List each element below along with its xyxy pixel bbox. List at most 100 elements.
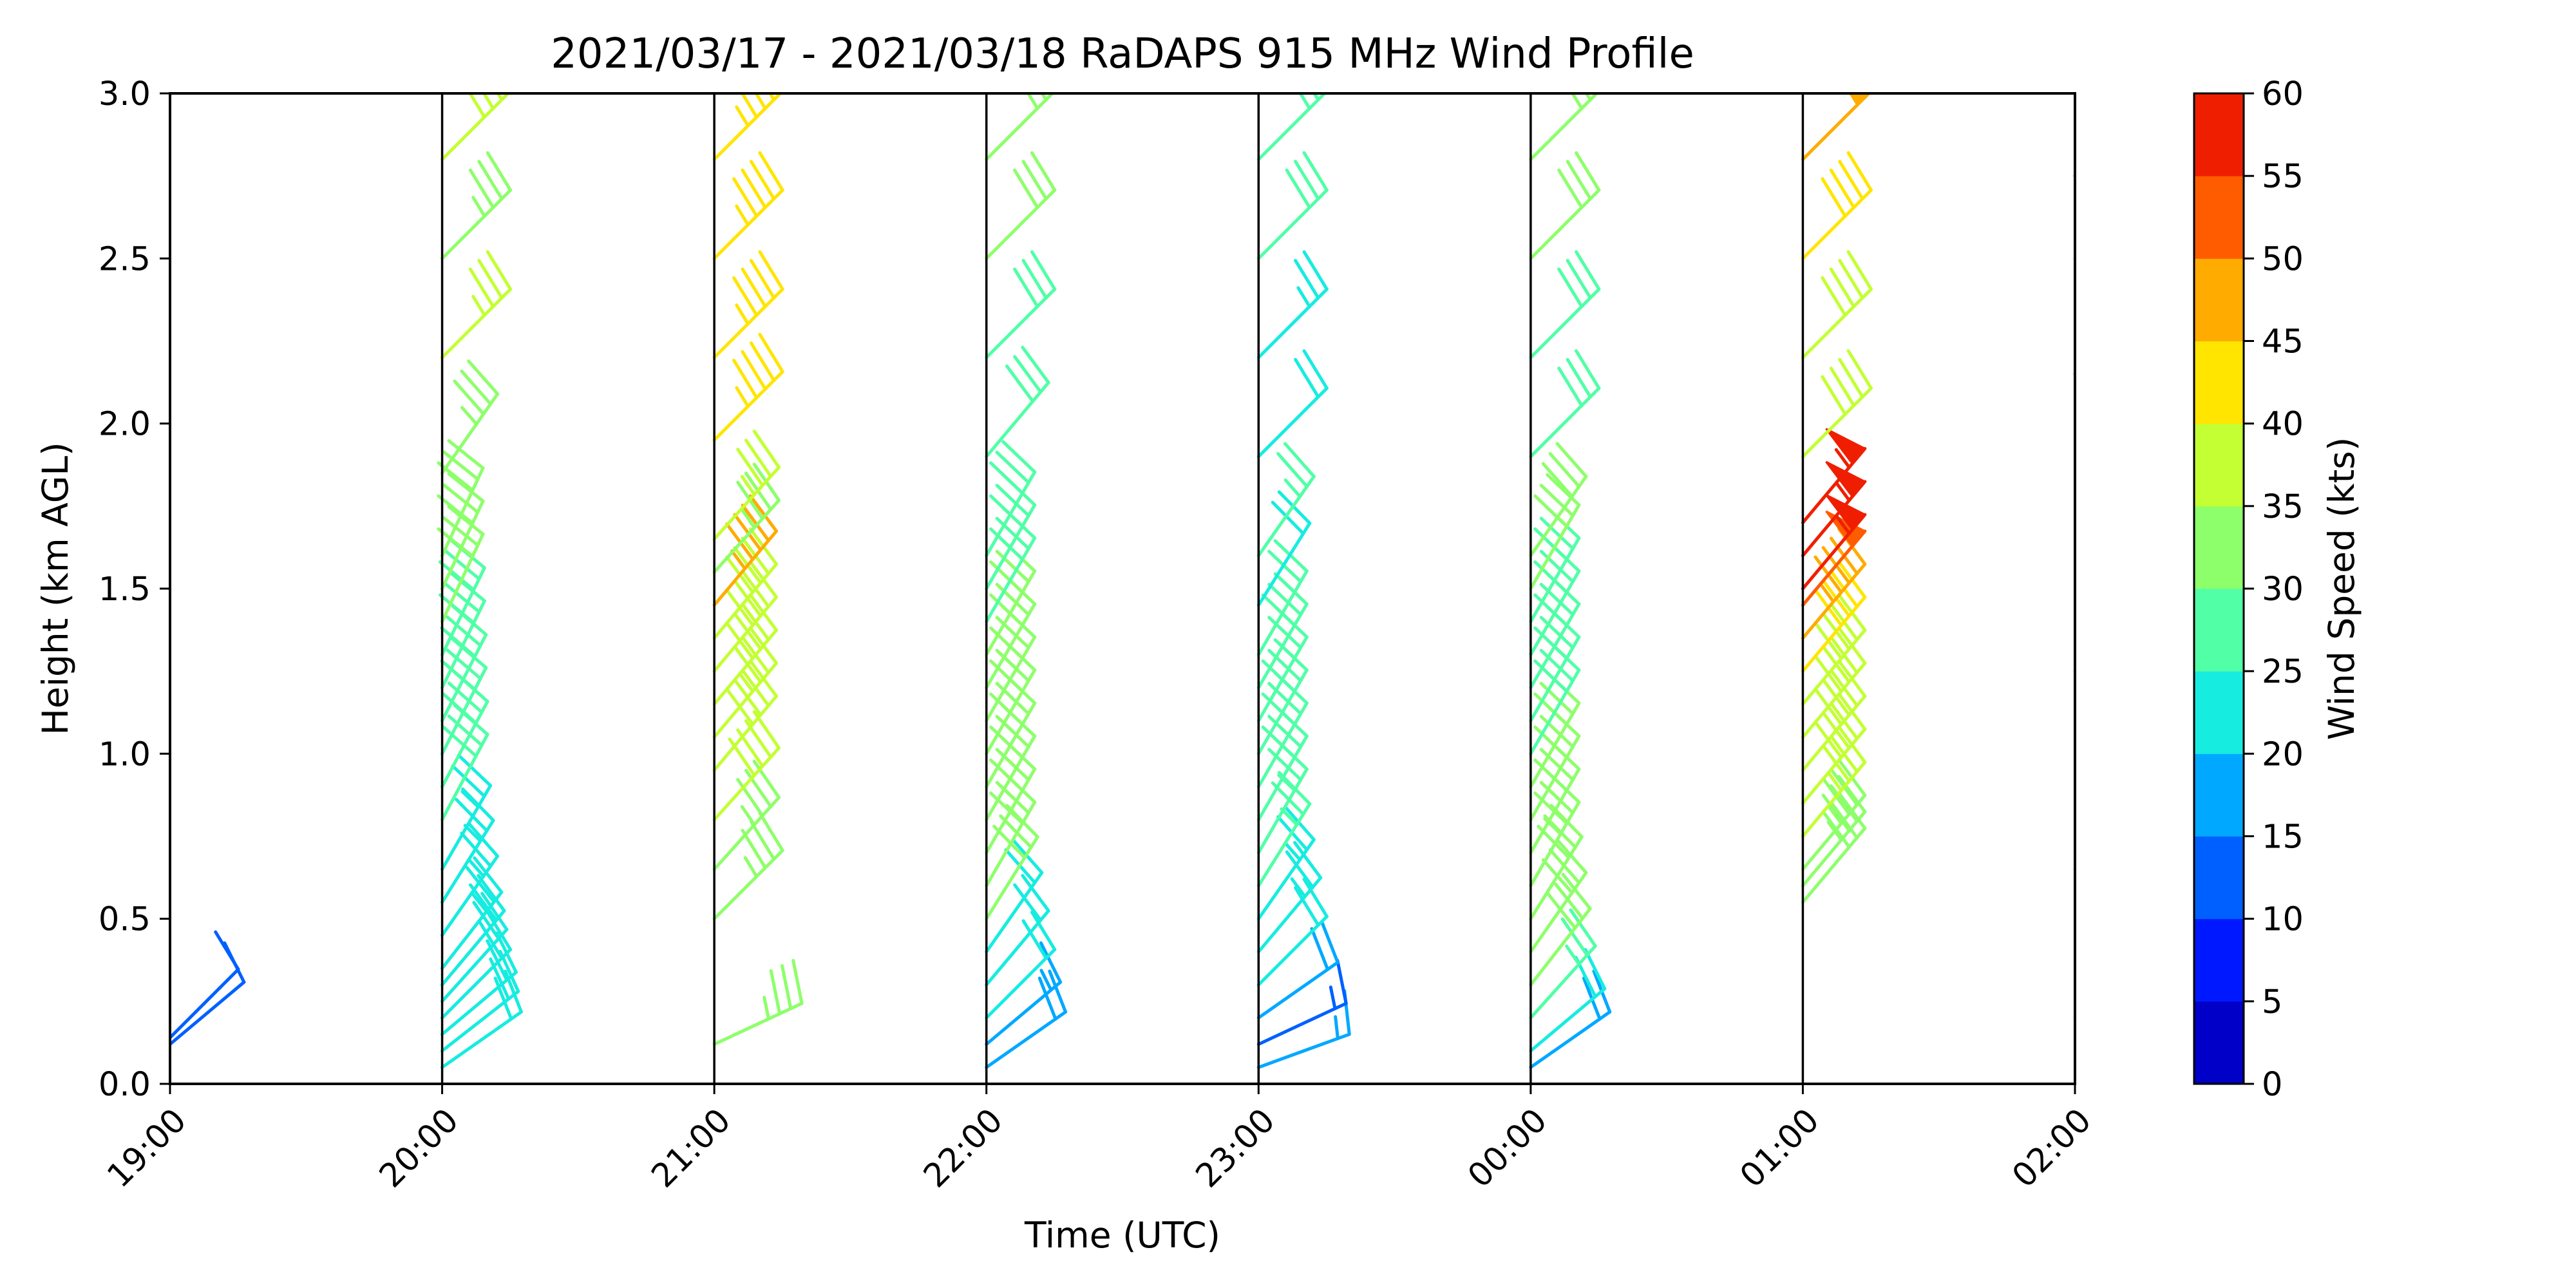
wind-barb-full-flag (1557, 366, 1584, 408)
wind-barb-full-flag (444, 582, 481, 614)
y-axis-ticks: 0.0 0.5 1.0 1.5 2.0 2.5 3.0 (99, 75, 170, 1104)
wind-barb-full-flag (989, 725, 1025, 759)
wind-barb (440, 753, 493, 871)
wind-barb (437, 472, 485, 591)
wind-barb-shaft (712, 562, 779, 640)
wind-barb-full-flag (995, 450, 1030, 484)
colorbar-ticks: 0 5 10 15 20 25 30 35 40 45 50 55 60 (2244, 75, 2304, 1104)
wind-barbs-layer (170, 93, 2075, 1069)
wind-barb-shaft (712, 795, 781, 871)
wind-barb-full-flag (733, 513, 762, 552)
wind-barb-shaft (1529, 1010, 1612, 1069)
colorbar-tick-label: 15 (2262, 819, 2304, 857)
wind-barb-full-flag (1575, 349, 1601, 390)
time-divider-lines (440, 93, 1804, 1084)
wind-barb-shaft (985, 871, 1044, 954)
wind-barb-full-flag (1533, 593, 1569, 627)
wind-barb (1801, 428, 1867, 524)
wind-barb (440, 359, 500, 475)
wind-barb-shaft (1529, 475, 1588, 558)
wind-barb-full-flag (1048, 969, 1068, 1014)
wind-barb-shaft (1256, 602, 1309, 690)
wind-barb-full-flag (1285, 168, 1311, 209)
wind-barb-full-flag (437, 527, 475, 558)
wind-barb-shaft (1256, 701, 1309, 789)
wind-barb-full-flag (1267, 715, 1303, 748)
chart-title: 2021/03/17 - 2021/03/18 RaDAPS 915 MHz W… (551, 30, 1694, 78)
wind-barb-full-flag (1575, 250, 1601, 291)
wind-barb-full-flag (1539, 715, 1575, 748)
wind-barb-shaft (440, 732, 489, 822)
y-tick-label: 0.5 (99, 901, 151, 939)
wind-barb-shaft (440, 1010, 523, 1069)
wind-barb-full-flag (748, 494, 779, 533)
wind-barb (1256, 877, 1329, 987)
x-axis-label: Time (UTC) (1024, 1215, 1220, 1256)
wind-barb-full-flag (1821, 375, 1847, 416)
colorbar-bin (2194, 753, 2244, 837)
wind-barb-full-flag (441, 725, 478, 758)
wind-barb-shaft (1256, 521, 1312, 607)
wind-barb-shaft (440, 947, 513, 1019)
wind-barb-shaft (440, 499, 485, 591)
wind-barb-full-flag (453, 379, 486, 416)
wind-barb-full-flag (749, 259, 776, 300)
wind-barb-full-flag (472, 900, 500, 940)
wind-barb (712, 811, 784, 921)
colorbar-bin (2194, 423, 2244, 507)
wind-barb-full-flag (989, 527, 1025, 561)
wind-barb-full-flag (736, 777, 764, 818)
wind-barb-full-flag (440, 626, 477, 658)
y-tick-label: 2.0 (99, 406, 151, 444)
wind-barb-full-flag (1320, 920, 1340, 964)
wind-barb (1529, 151, 1601, 260)
wind-barb (1256, 959, 1348, 1046)
wind-barb-full-flag (1271, 500, 1305, 536)
wind-barb-full-flag (1276, 451, 1309, 488)
wind-barb-full-flag (1821, 276, 1847, 317)
wind-barb-shaft (985, 767, 1037, 855)
wind-barb-shaft (985, 93, 1055, 162)
wind-barb-full-flag (741, 267, 767, 308)
wind-barb-full-flag (447, 681, 484, 714)
wind-barb-shaft (1256, 475, 1316, 558)
wind-barb-full-flag (1267, 748, 1303, 782)
wind-barb-full-flag (769, 969, 782, 1016)
wind-barb-shaft (1529, 800, 1581, 887)
wind-barb-shaft (1256, 960, 1340, 1019)
wind-barb-full-flag (1533, 527, 1569, 561)
wind-barb-full-flag (1021, 160, 1048, 201)
wind-barb (985, 151, 1057, 260)
wind-barb-shaft (440, 909, 506, 987)
wind-barb-shaft (985, 701, 1037, 789)
wind-barb-half-flag (1826, 771, 1843, 792)
wind-barb-full-flag (442, 450, 480, 481)
wind-barb (712, 759, 781, 871)
wind-barb-shaft (985, 503, 1037, 591)
wind-barb-full-flag (1829, 784, 1859, 823)
wind-barb-half-flag (1283, 841, 1302, 862)
wind-barb-shaft (1529, 668, 1581, 755)
wind-barb-full-flag (486, 151, 513, 192)
wind-barb (1529, 473, 1581, 591)
wind-barb-full-flag (1533, 659, 1569, 693)
wind-barb-full-flag (989, 659, 1025, 693)
wind-barb-shaft (440, 392, 500, 475)
wind-barb-shaft (1801, 386, 1873, 459)
wind-barb-shaft (712, 466, 781, 541)
wind-barb-pennant (1825, 428, 1867, 466)
wind-barb-shaft (1256, 1001, 1348, 1046)
wind-barb (712, 332, 784, 442)
wind-barb-half-flag (735, 204, 750, 227)
wind-barb (712, 430, 781, 541)
colorbar-tick-label: 60 (2262, 75, 2304, 113)
wind-barb (438, 571, 486, 690)
wind-barb-shaft (985, 947, 1057, 1019)
wind-barb-shaft (1801, 629, 1867, 706)
wind-barb-full-flag (732, 177, 759, 218)
wind-barb-shaft (1529, 871, 1588, 954)
y-tick-label: 1.0 (99, 735, 151, 773)
wind-barb-full-flag (791, 959, 804, 1005)
wind-barb-shaft (1529, 701, 1581, 789)
